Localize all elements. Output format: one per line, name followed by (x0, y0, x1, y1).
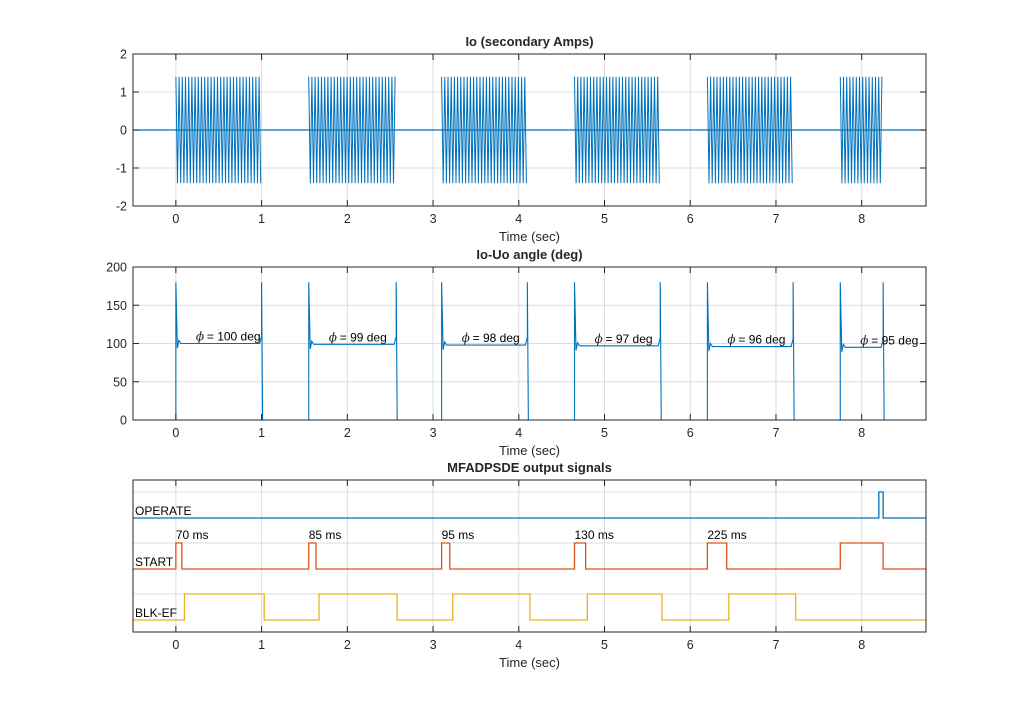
start-delay-annotation: 130 ms (575, 528, 614, 542)
y-tick-label: 2 (120, 48, 127, 62)
x-tick-label: 0 (172, 212, 179, 226)
phi-symbol: ϕ (860, 333, 868, 347)
signal-operate (133, 491, 926, 519)
angle-annotation: = 100 deg (207, 330, 261, 344)
x-axis-label: Time (sec) (499, 655, 560, 670)
x-tick-label: 2 (344, 212, 351, 226)
x-tick-label: 5 (601, 426, 608, 440)
signal-start (133, 542, 926, 570)
x-tick-label: 3 (430, 638, 437, 652)
x-tick-label: 3 (430, 212, 437, 226)
y-tick-label: 100 (106, 337, 127, 351)
x-tick-label: 2 (344, 638, 351, 652)
y-tick-label: -1 (116, 162, 127, 176)
phi-symbol: ϕ (462, 331, 470, 345)
x-tick-label: 1 (258, 212, 265, 226)
y-tick-label: 0 (120, 124, 127, 138)
signal-label: START (135, 555, 174, 569)
y-tick-label: 0 (120, 414, 127, 428)
io-burst (839, 76, 883, 184)
x-tick-label: 4 (515, 212, 522, 226)
x-tick-label: 4 (515, 426, 522, 440)
angle-annotation: = 97 deg (606, 332, 653, 346)
x-tick-label: 8 (858, 212, 865, 226)
x-tick-label: 1 (258, 426, 265, 440)
start-delay-annotation: 95 ms (442, 528, 475, 542)
phi-symbol: ϕ (329, 330, 337, 344)
x-tick-label: 5 (601, 212, 608, 226)
io-burst (308, 76, 396, 184)
x-tick-label: 7 (772, 426, 779, 440)
io-burst (706, 76, 793, 184)
x-tick-label: 7 (772, 638, 779, 652)
start-delay-annotation: 225 ms (707, 528, 746, 542)
chart-io: 0 1 2 3 4 5 6 7 8 -2 -1 0 1 2 Io (secondary Amps) Time … (116, 34, 927, 244)
x-axis-label: Time (sec) (499, 229, 560, 244)
y-tick-label: 200 (106, 261, 127, 275)
signal-label: BLK-EF (135, 606, 177, 620)
chart-title: Io (secondary Amps) (465, 34, 593, 49)
axes-box (132, 479, 927, 633)
phi-symbol: ϕ (196, 330, 204, 344)
series-io (133, 76, 926, 184)
angle-annotation: = 96 deg (738, 333, 785, 347)
angle-annotation: = 98 deg (473, 331, 520, 345)
x-tick-label: 6 (687, 426, 694, 440)
io-burst (574, 76, 660, 184)
signal-blk-ef (133, 593, 926, 621)
x-tick-label: 8 (858, 426, 865, 440)
y-tick-label: 50 (113, 375, 127, 389)
x-tick-label: 7 (772, 212, 779, 226)
x-tick-label: 3 (430, 426, 437, 440)
start-delay-annotation: 70 ms (176, 528, 209, 542)
io-burst (175, 76, 262, 184)
start-delay-annotation: 85 ms (309, 528, 342, 542)
x-axis-label: Time (sec) (499, 443, 560, 458)
chart-signals: OPERATE START BLK-EF 70 ms 85 ms 95 ms 130 ms 2… (132, 460, 927, 670)
phi-symbol: ϕ (727, 333, 735, 347)
x-tick-label: 0 (172, 638, 179, 652)
signal-label: OPERATE (135, 504, 191, 518)
y-tick-label: -2 (116, 200, 127, 214)
angle-annotation: = 95 deg (871, 333, 918, 347)
x-tick-label: 6 (687, 638, 694, 652)
grid-lines (175, 480, 863, 632)
x-tick-label: 0 (172, 426, 179, 440)
x-tick-label: 8 (858, 638, 865, 652)
y-tick-label: 150 (106, 299, 127, 313)
x-tick-label: 4 (515, 638, 522, 652)
io-burst (441, 76, 527, 184)
x-tick-label: 1 (258, 638, 265, 652)
x-tick-label: 5 (601, 638, 608, 652)
x-tick-label: 6 (687, 212, 694, 226)
angle-line (133, 282, 926, 421)
chart-angle: ϕ = 100 deg ϕ = 99 deg ϕ = 98 deg ϕ = 97 deg ϕ = … (106, 247, 927, 458)
phi-symbol: ϕ (595, 332, 603, 346)
chart-title: MFADPSDE output signals (447, 460, 612, 475)
angle-annotation: = 99 deg (340, 330, 387, 344)
y-tick-label: 1 (120, 86, 127, 100)
x-tick-label: 2 (344, 426, 351, 440)
series-angle (133, 282, 926, 421)
chart-title: Io-Uo angle (deg) (476, 247, 582, 262)
